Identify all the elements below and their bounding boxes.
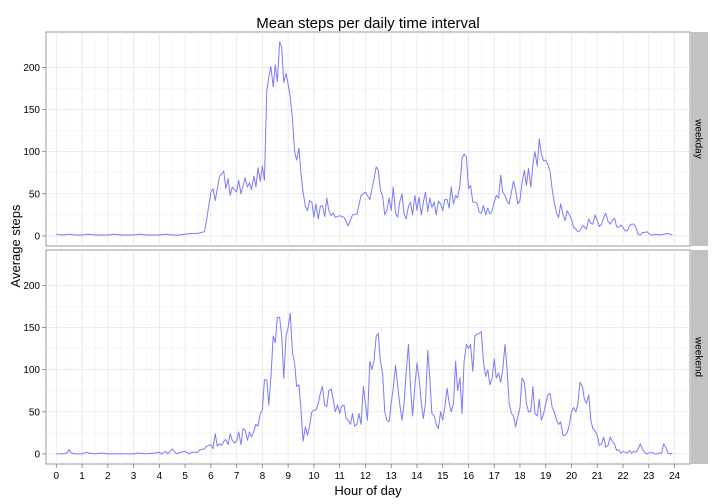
y-tick-label: 100 xyxy=(23,365,40,376)
facet-strip xyxy=(691,32,708,246)
facet-strip-label: weekend xyxy=(693,336,704,377)
y-tick-label: 50 xyxy=(29,189,41,200)
panel-background xyxy=(45,249,691,465)
y-tick-label: 200 xyxy=(23,281,40,292)
x-tick-label: 18 xyxy=(514,471,526,482)
x-axis-label: Hour of day xyxy=(334,483,402,498)
y-tick-label: 100 xyxy=(23,147,40,158)
x-tick-label: 9 xyxy=(285,471,291,482)
x-tick-label: 15 xyxy=(437,471,449,482)
x-tick-label: 10 xyxy=(308,471,320,482)
x-tick-label: 23 xyxy=(643,471,655,482)
x-tick-label: 21 xyxy=(592,471,604,482)
x-tick-label: 0 xyxy=(54,471,60,482)
panel-background xyxy=(45,31,691,247)
y-tick-label: 50 xyxy=(29,407,41,418)
x-tick-label: 8 xyxy=(260,471,266,482)
x-tick-label: 3 xyxy=(131,471,137,482)
facet-strip-label: weekday xyxy=(693,118,704,158)
y-axis-label: Average steps xyxy=(8,204,23,287)
panel-weekday: 0 50 100 150 200 weekday xyxy=(23,31,708,247)
y-tick-label: 0 xyxy=(34,449,40,460)
x-tick-label: 6 xyxy=(208,471,214,482)
x-tick-label: 22 xyxy=(617,471,629,482)
x-tick-label: 14 xyxy=(411,471,423,482)
x-tick-label: 16 xyxy=(463,471,475,482)
x-tick-label: 7 xyxy=(234,471,240,482)
chart-title: Mean steps per daily time interval xyxy=(256,15,479,32)
x-tick-label: 19 xyxy=(540,471,552,482)
x-tick-label: 24 xyxy=(669,471,681,482)
y-tick-label: 200 xyxy=(23,63,40,74)
x-tick-label: 11 xyxy=(334,471,345,482)
x-tick-label: 1 xyxy=(79,471,85,482)
series-line-weekend xyxy=(56,312,673,455)
y-tick-label: 150 xyxy=(23,323,40,334)
x-tick-label: 4 xyxy=(157,471,163,482)
x-tick-label: 20 xyxy=(566,471,578,482)
y-tick-label: 0 xyxy=(34,231,40,242)
x-tick-label: 12 xyxy=(360,471,372,482)
x-tick-label: 2 xyxy=(105,471,111,482)
y-tick-label: 150 xyxy=(23,105,40,116)
x-tick-label: 13 xyxy=(386,471,398,482)
series-line-weekday xyxy=(56,41,673,236)
x-tick-label: 17 xyxy=(489,471,501,482)
facet-strip xyxy=(691,250,708,464)
x-tick-label: 5 xyxy=(182,471,188,482)
panel-weekend: 0 50 100 150 200 weekend xyxy=(23,249,708,465)
